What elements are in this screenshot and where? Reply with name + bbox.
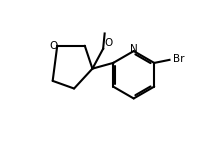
Text: O: O <box>104 38 112 48</box>
Text: Br: Br <box>172 54 184 64</box>
Text: N: N <box>130 44 138 54</box>
Text: O: O <box>49 41 58 51</box>
